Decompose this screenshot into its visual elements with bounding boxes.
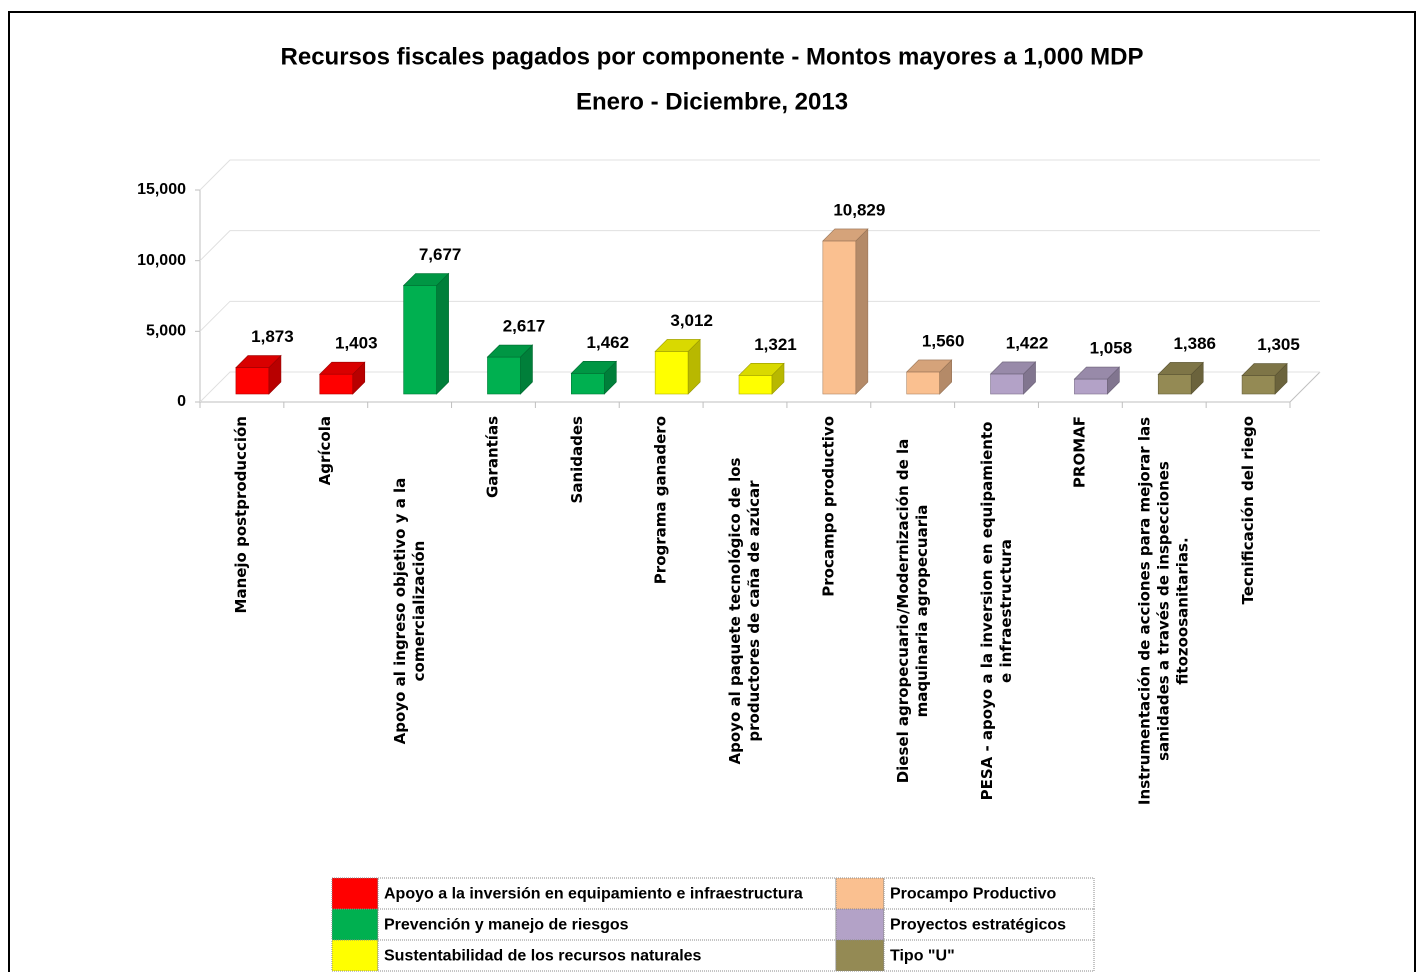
y-tick-label: 0	[177, 393, 186, 410]
bar-front	[319, 373, 354, 395]
bar-top	[905, 359, 953, 373]
legend-swatch	[835, 939, 885, 972]
bar-top	[570, 361, 618, 374]
x-tick-label: PROMAF	[1070, 416, 1089, 489]
value-label: 10,829	[833, 200, 885, 219]
x-tick-label: Sanidades	[567, 416, 586, 504]
x-tick-label: Tecnificación del riego	[1238, 416, 1257, 605]
bar-front	[403, 285, 437, 395]
legend-label: Prevención y manejo de riesgos	[384, 917, 629, 934]
bar-top	[738, 363, 785, 376]
frame	[8, 11, 1416, 972]
legend-label: Tipo "U"	[890, 948, 955, 965]
legend-swatch	[331, 877, 379, 910]
value-label: 1,422	[1006, 333, 1049, 352]
value-label: 1,321	[754, 335, 797, 354]
bar-side	[855, 228, 869, 395]
bar-top	[402, 273, 450, 286]
y-tick-label: 15,000	[137, 181, 186, 198]
x-tick-label: Diesel agropecuario/Modernización de la …	[893, 438, 931, 784]
bar-top	[1241, 363, 1288, 376]
legend-swatch	[331, 908, 379, 941]
value-label: 1,403	[335, 334, 378, 353]
bar-front	[990, 373, 1024, 395]
value-label: 1,873	[251, 327, 294, 346]
x-tick-label: Instrumentación de acciones para mejorar…	[1135, 416, 1192, 806]
bar-top	[822, 228, 869, 242]
bar-front	[235, 367, 270, 395]
legend-label: Sustentabilidad de los recursos naturale…	[384, 948, 702, 965]
x-tick-label: Apoyo al paquete tecnológico de los prod…	[726, 457, 763, 765]
value-label: 1,305	[1257, 335, 1300, 354]
y-tick-label: 5,000	[146, 323, 186, 340]
value-label: 3,012	[670, 311, 713, 330]
legend-label: Proyectos estratégicos	[890, 917, 1066, 934]
floor-edge	[1289, 371, 1321, 403]
bar-top	[989, 361, 1037, 375]
bar-top	[654, 339, 701, 352]
value-label: 7,677	[419, 245, 462, 264]
grid-line	[199, 300, 1320, 332]
legend-swatch	[835, 908, 885, 941]
legend-label: Apoyo a la inversión en equipamiento e i…	[384, 886, 803, 903]
value-label: 1,560	[922, 331, 965, 350]
x-tick-label: Garantías	[483, 416, 502, 498]
bar-top	[1073, 366, 1121, 380]
bar-side	[436, 272, 449, 395]
y-tick-label: 10,000	[137, 252, 186, 269]
legend-cell	[883, 908, 1095, 941]
x-tick-label: Apoyo al ingreso objetivo y a la comerci…	[390, 477, 428, 745]
legend-label: Procampo Productivo	[890, 886, 1056, 903]
bar-top	[486, 344, 534, 358]
legend-swatch	[835, 877, 885, 910]
legend-swatch	[331, 939, 379, 972]
bar-front	[906, 371, 940, 395]
bar-front	[1074, 378, 1108, 395]
bar-front	[822, 240, 857, 395]
x-tick-label: PESA - apoyo a la inversion en equipamie…	[977, 421, 1015, 801]
value-label: 1,058	[1090, 339, 1133, 358]
x-tick-label: Manejo postproducción	[232, 416, 251, 614]
x-tick-label: Programa ganadero	[651, 416, 670, 585]
legend-cell	[883, 939, 1095, 972]
chart-subtitle: Enero - Diciembre, 2013	[576, 88, 848, 115]
bar-front	[738, 375, 773, 395]
bar-top	[235, 355, 282, 368]
value-label: 2,617	[503, 316, 546, 335]
bar-front	[571, 373, 605, 395]
x-tick-label: Procampo productivo	[819, 416, 838, 597]
grid-line	[199, 371, 1320, 403]
bar-front	[487, 356, 521, 395]
value-label: 1,386	[1173, 334, 1216, 353]
x-tick-label: Agrícola	[316, 416, 335, 486]
bar-front	[1157, 374, 1192, 395]
bar-front	[1241, 375, 1276, 395]
bar-top	[1157, 362, 1204, 375]
legend-cell	[377, 939, 837, 972]
grid-line	[199, 159, 1320, 191]
bar-front	[654, 351, 689, 395]
bar-top	[319, 361, 366, 375]
value-label: 1,462	[587, 333, 630, 352]
grid-line	[199, 230, 1320, 262]
chart-title: Recursos fiscales pagados por componente…	[281, 43, 1144, 70]
